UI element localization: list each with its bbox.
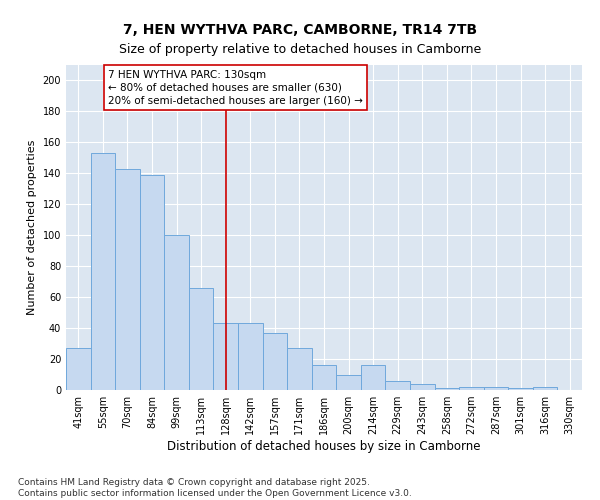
Bar [214, 324, 238, 390]
Bar [336, 374, 361, 390]
Bar [533, 387, 557, 390]
Bar [189, 288, 214, 390]
Bar [263, 332, 287, 390]
Bar [287, 348, 312, 390]
Text: Contains HM Land Registry data © Crown copyright and database right 2025.
Contai: Contains HM Land Registry data © Crown c… [18, 478, 412, 498]
Bar [140, 175, 164, 390]
Bar [484, 387, 508, 390]
Bar [66, 348, 91, 390]
Bar [115, 168, 140, 390]
Bar [238, 324, 263, 390]
Bar [385, 380, 410, 390]
Text: 7 HEN WYTHVA PARC: 130sqm
← 80% of detached houses are smaller (630)
20% of semi: 7 HEN WYTHVA PARC: 130sqm ← 80% of detac… [108, 70, 362, 106]
Text: Size of property relative to detached houses in Camborne: Size of property relative to detached ho… [119, 42, 481, 56]
Bar [164, 235, 189, 390]
Y-axis label: Number of detached properties: Number of detached properties [27, 140, 37, 315]
Bar [91, 153, 115, 390]
Bar [508, 388, 533, 390]
Bar [361, 365, 385, 390]
Bar [312, 365, 336, 390]
Bar [410, 384, 434, 390]
Text: 7, HEN WYTHVA PARC, CAMBORNE, TR14 7TB: 7, HEN WYTHVA PARC, CAMBORNE, TR14 7TB [123, 22, 477, 36]
Bar [434, 388, 459, 390]
Bar [459, 387, 484, 390]
X-axis label: Distribution of detached houses by size in Camborne: Distribution of detached houses by size … [167, 440, 481, 453]
